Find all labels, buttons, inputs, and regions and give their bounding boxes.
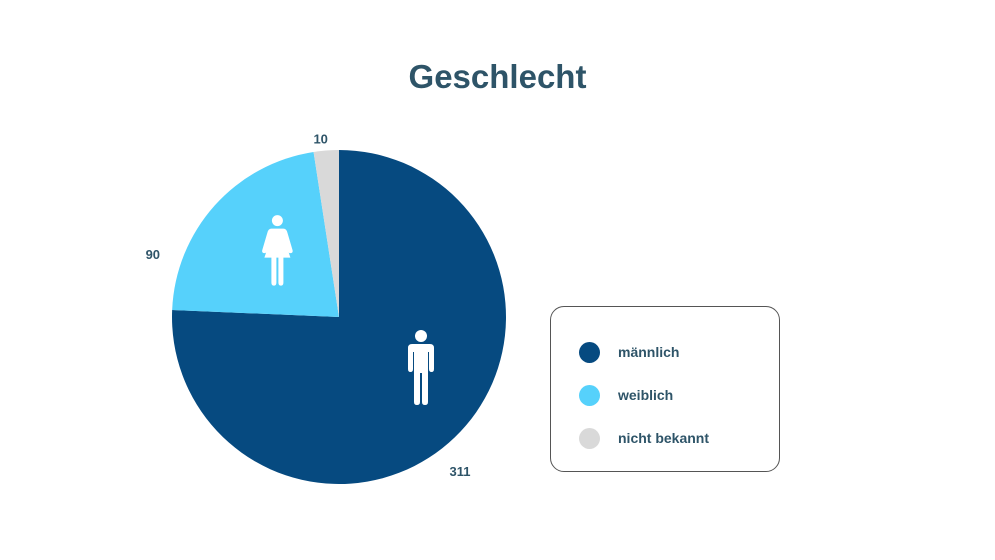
- data-label-weiblich: 90: [146, 247, 160, 262]
- legend-label-maennlich: männlich: [618, 344, 680, 360]
- legend-item-maennlich: männlich: [579, 341, 679, 363]
- data-label-nicht-bekannt: 10: [313, 131, 327, 146]
- legend-item-weiblich: weiblich: [579, 384, 673, 406]
- legend-swatch-maennlich: [579, 341, 600, 363]
- legend-label-weiblich: weiblich: [618, 387, 674, 403]
- pie-slices: [172, 150, 507, 485]
- female-person-icon: [262, 215, 293, 286]
- male-person-icon: [408, 330, 434, 405]
- legend-swatch-weiblich: [579, 384, 600, 406]
- pie-icons: [262, 215, 434, 405]
- chart-title: Geschlecht: [408, 58, 587, 95]
- pie-slice-nicht-bekannt: [313, 150, 339, 317]
- pie-data-labels: 311 90 10: [146, 131, 471, 479]
- legend-swatch-nicht-bekannt: [579, 427, 600, 449]
- data-label-maennlich: 311: [450, 464, 471, 479]
- pie-slice-weiblich: [172, 151, 339, 317]
- legend-label-nicht-bekannt: nicht bekannt: [618, 430, 710, 446]
- legend-item-nicht-bekannt: nicht bekannt: [579, 427, 709, 449]
- legend: männlich weiblich nicht bekannt: [550, 306, 780, 472]
